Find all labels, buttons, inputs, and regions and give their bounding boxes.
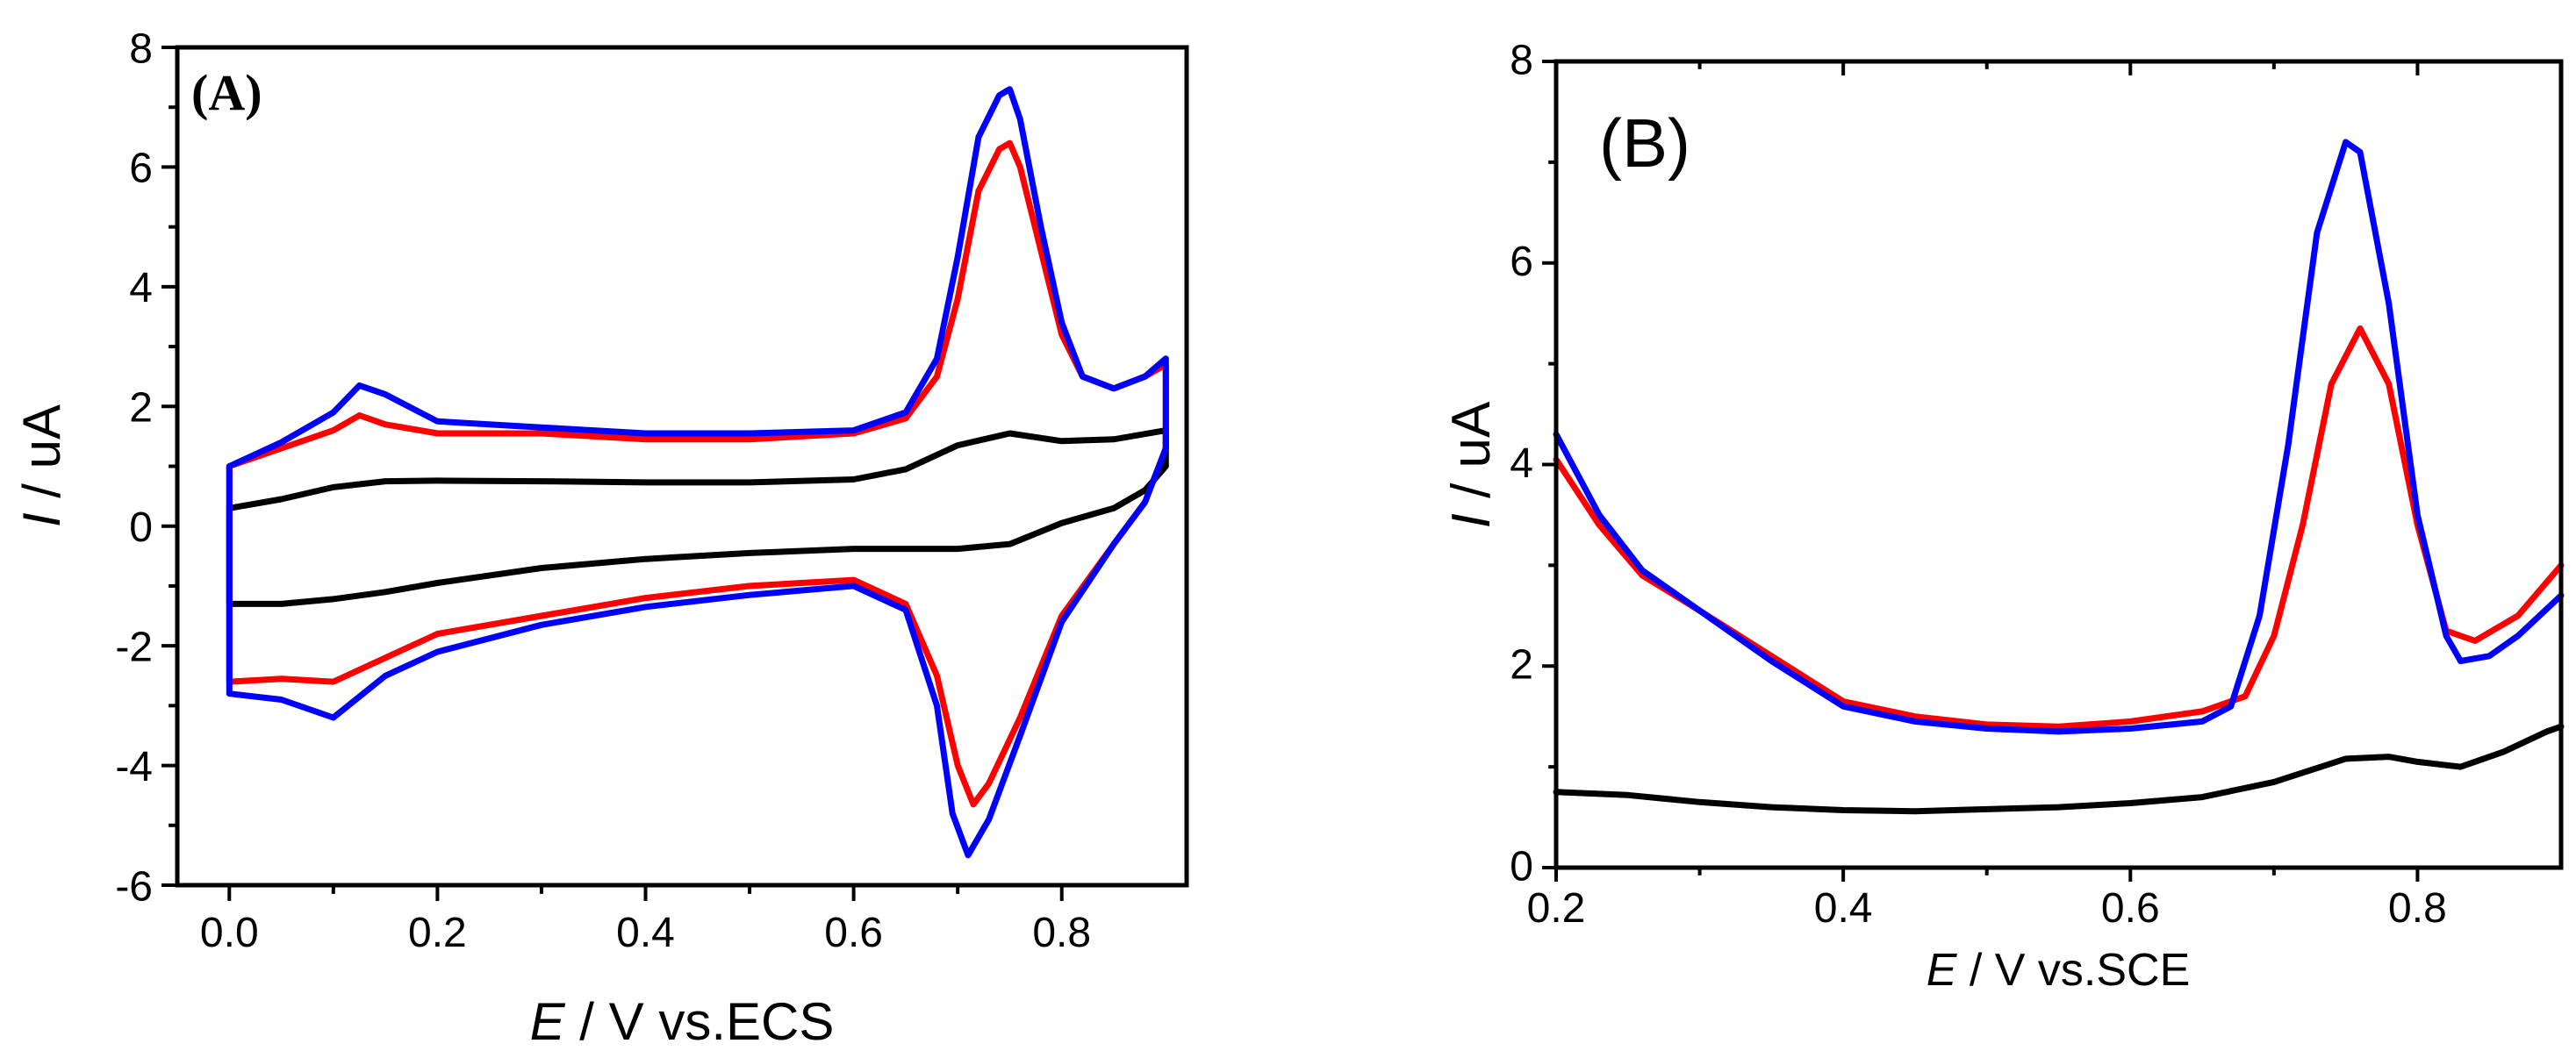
panel-a-y-tick-label: 8 <box>129 25 153 72</box>
panel-a-y-tick-label: -6 <box>115 863 153 910</box>
panel-b-y-tick-label: 0 <box>1510 843 1533 890</box>
panel-a-y-tick-label: 2 <box>129 385 153 432</box>
panel-b-series-blue <box>1553 139 2565 735</box>
panel-a-series-blue <box>226 86 1169 859</box>
panel-a-x-axis-title: E / V vs.ECS <box>530 992 835 1051</box>
panel-a-series <box>226 86 1169 859</box>
panel-b-series-red <box>1553 325 2565 730</box>
panel-a: 0.0 0.2 0.4 0.6 0.8 -6 -4 -2 0 2 4 6 8 (A) E / V vs.… <box>12 25 1189 1051</box>
panel-a-y-tick-label: 0 <box>129 504 153 551</box>
panel-b-series <box>1553 139 2565 815</box>
panel-a-y-tick-label: -4 <box>115 744 153 790</box>
panel-b-label: (B) <box>1599 104 1690 182</box>
panel-b-ticks: 0.2 0.4 0.6 0.8 0 2 4 6 8 <box>1510 37 2446 932</box>
panel-b-x-tick-label: 0.6 <box>2101 885 2160 932</box>
panel-a-y-tick-label: -2 <box>115 624 153 670</box>
panel-a-x-tick-label: 0.8 <box>1032 910 1091 956</box>
panel-b-x-tick-label: 0.4 <box>1814 885 1873 932</box>
panel-a-frame <box>175 45 1189 888</box>
panel-b-series-black <box>1553 723 2565 815</box>
panel-b-y-tick-label: 6 <box>1510 239 1533 285</box>
panel-a-x-tick-label: 0.0 <box>200 910 259 956</box>
panel-a-x-tick-label: 0.2 <box>408 910 467 956</box>
panel-a-series-black <box>226 427 1169 607</box>
panel-a-x-tick-label: 0.4 <box>616 910 675 956</box>
panel-b-x-axis-title: E / V vs.SCE <box>1927 945 2191 996</box>
panel-b-y-axis-title: I / uA <box>1441 401 1502 528</box>
panel-a-ticks: 0.0 0.2 0.4 0.6 0.8 -6 -4 -2 0 2 4 6 8 <box>115 25 1091 956</box>
panel-a-y-tick-label: 4 <box>129 265 153 311</box>
panel-b-x-tick-label: 0.2 <box>1527 885 1586 932</box>
panel-b-y-tick-label: 8 <box>1510 37 1533 83</box>
panel-a-y-axis-title: I / uA <box>12 404 71 527</box>
panel-a-x-tick-label: 0.6 <box>824 910 883 956</box>
panel-b: 0.2 0.4 0.6 0.8 0 2 4 6 8 (B) E / V vs.SCE I / u… <box>1441 37 2565 996</box>
panel-a-y-tick-label: 6 <box>129 146 153 192</box>
panel-b-x-tick-label: 0.8 <box>2388 885 2447 932</box>
panel-b-y-tick-label: 2 <box>1510 642 1533 689</box>
panel-a-series-red <box>226 139 1169 808</box>
panel-a-label: (A) <box>191 64 262 121</box>
panel-b-y-tick-label: 4 <box>1510 440 1533 487</box>
